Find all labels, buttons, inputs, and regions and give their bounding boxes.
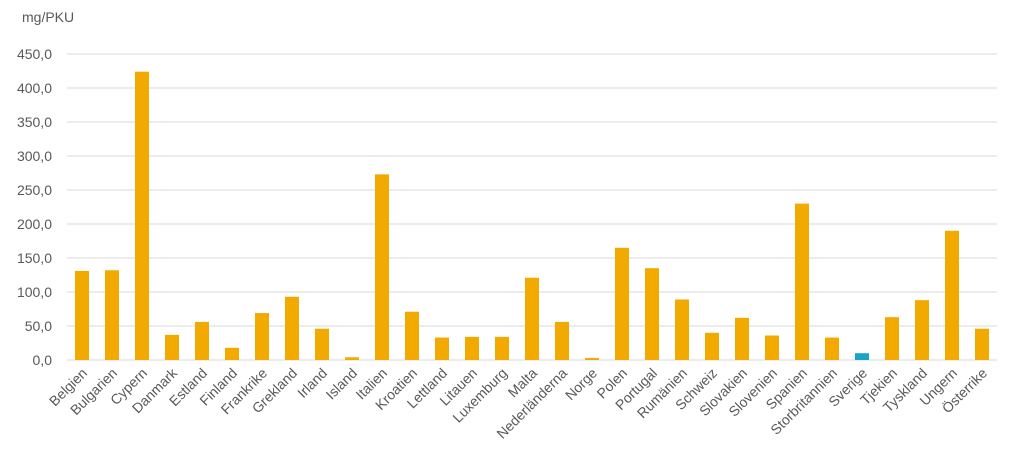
bar-irland — [315, 328, 329, 360]
bar-litauen — [465, 336, 479, 360]
x-tick-label: Irland — [294, 365, 330, 401]
y-tick-label: 150,0 — [17, 250, 52, 266]
bar-finland — [225, 347, 239, 360]
bar-luxemburg — [495, 336, 509, 360]
bars — [75, 71, 989, 361]
bar-portugal — [645, 268, 659, 360]
bar-österrike — [975, 328, 989, 360]
bar-grekland — [285, 296, 299, 360]
y-tick-label: 200,0 — [17, 216, 52, 232]
gridlines — [67, 53, 997, 361]
bar-belgien — [75, 270, 89, 360]
bar-polen — [615, 247, 629, 360]
x-tick-label: Norge — [562, 365, 600, 403]
bar-island — [345, 357, 359, 360]
bar-slovakien — [735, 317, 749, 360]
y-tick-label: 450,0 — [17, 46, 52, 62]
bar-cypern — [135, 71, 149, 361]
bar-sverige — [855, 353, 869, 360]
bar-kroatien — [405, 311, 419, 360]
y-tick-labels: 0,0 50,0 100,0 150,0 200,0 250,0 300,0 350,0 400… — [17, 46, 52, 368]
bar-norge — [585, 357, 599, 360]
bar-rumänien — [675, 299, 689, 360]
bar-malta — [525, 277, 539, 360]
y-tick-label: 50,0 — [25, 318, 52, 334]
bar-bulgarien — [105, 270, 119, 360]
bar-danmark — [165, 334, 179, 360]
bar-lettland — [435, 337, 449, 360]
bar-slovenien — [765, 335, 779, 360]
bar-schweiz — [705, 332, 719, 360]
y-tick-label: 300,0 — [17, 148, 52, 164]
y-tick-label: 350,0 — [17, 114, 52, 130]
y-tick-label: 400,0 — [17, 80, 52, 96]
bar-spanien — [795, 203, 809, 360]
bar-storbritannien — [825, 337, 839, 360]
bar-tyskland — [915, 300, 929, 360]
bar-frankrike — [255, 313, 269, 360]
y-tick-label: 250,0 — [17, 182, 52, 198]
x-tick-label: Island — [322, 365, 360, 403]
y-axis-label: mg/PKU — [22, 9, 74, 25]
y-tick-label: 100,0 — [17, 284, 52, 300]
bar-nederländerna — [555, 321, 569, 360]
bar-italien — [375, 174, 389, 360]
bar-ungern — [945, 230, 959, 360]
x-tick-labels: BelgienBulgarienCypernDanmarkEstlandFinl… — [46, 364, 990, 442]
bar-tjekien — [885, 317, 899, 360]
y-tick-label: 0,0 — [33, 352, 53, 368]
bar-estland — [195, 321, 209, 360]
